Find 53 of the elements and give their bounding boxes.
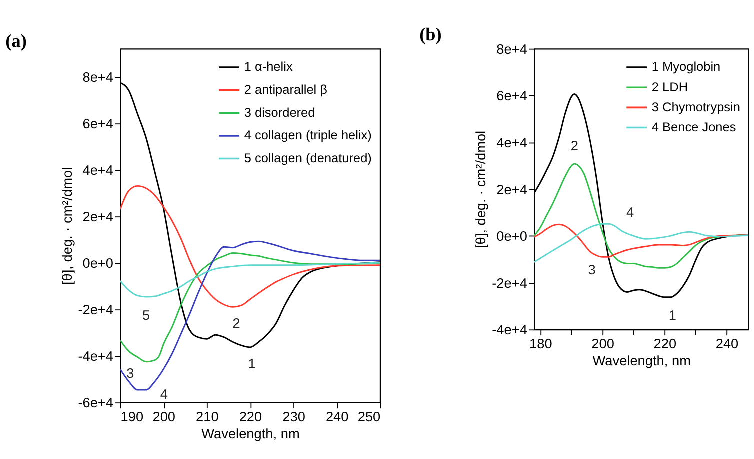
- y-tick-label: -6e+4: [78, 396, 114, 411]
- legend-label: 5 collagen (denatured): [244, 150, 372, 166]
- y-tick-label: 6e+4: [82, 116, 114, 132]
- y-tick-label: 0e+0: [82, 256, 114, 271]
- legend-label: 3 Chymotrypsin: [652, 99, 740, 114]
- legend-label: 1 Myoglobin: [652, 59, 721, 74]
- y-tick-label: -2e+4: [78, 302, 114, 318]
- chart-title: (a): [6, 31, 27, 52]
- annotation: 1: [248, 356, 256, 372]
- legend-label: 4 Bence Jones: [652, 119, 736, 134]
- x-tick-label: 220: [239, 409, 263, 424]
- x-tick-label: 250: [358, 409, 382, 424]
- legend-label: 4 collagen (triple helix): [244, 128, 372, 143]
- legend-label: 1 α-helix: [244, 59, 294, 74]
- y-axis-title: [θ], deg. · cm²/dmol: [474, 130, 489, 249]
- annotation: 2: [570, 138, 578, 154]
- y-axis-title: [θ], deg. · cm²/dmol: [60, 167, 75, 286]
- annotation: 4: [160, 387, 168, 402]
- y-tick-label: -4e+4: [492, 322, 528, 338]
- annotation: 3: [588, 262, 596, 278]
- legend-label: 2 antiparallel β: [244, 82, 328, 98]
- x-tick-label: 220: [654, 336, 677, 352]
- y-tick-label: 4e+4: [496, 135, 528, 150]
- x-tick-label: 200: [592, 336, 615, 352]
- y-tick-label: 8e+4: [82, 70, 114, 85]
- x-tick-label: 210: [196, 409, 220, 424]
- annotation: 5: [142, 308, 151, 323]
- annotation: 3: [126, 366, 134, 382]
- x-axis-title: Wavelength, nm: [202, 426, 300, 442]
- x-tick-label: 200: [152, 409, 176, 424]
- annotation: 2: [232, 316, 240, 332]
- y-tick-label: -4e+4: [78, 349, 114, 364]
- line-series: [120, 240, 380, 391]
- y-tick-label: 6e+4: [496, 88, 528, 104]
- x-axis-title: Wavelength, nm: [592, 354, 691, 369]
- x-tick-label: 240: [716, 336, 740, 352]
- y-tick-label: -2e+4: [492, 276, 528, 291]
- legend-label: 3 disordered: [244, 104, 316, 120]
- line-series: [120, 262, 380, 298]
- y-tick-label: 2e+4: [82, 209, 114, 224]
- annotation: 1: [668, 308, 677, 324]
- x-tick-label: 180: [530, 336, 553, 352]
- legend-label: 2 LDH: [652, 79, 688, 94]
- chart-title: (b): [420, 24, 442, 45]
- y-tick-label: 2e+4: [496, 182, 528, 198]
- x-tick-label: 240: [326, 409, 350, 424]
- y-tick-label: 0e+0: [496, 229, 528, 244]
- y-tick-label: 8e+4: [496, 42, 528, 57]
- annotation: 4: [626, 205, 635, 220]
- x-tick-label: 230: [282, 409, 306, 424]
- x-tick-label: 190: [120, 409, 144, 424]
- line-series: [120, 185, 380, 308]
- y-tick-label: 4e+4: [82, 162, 114, 178]
